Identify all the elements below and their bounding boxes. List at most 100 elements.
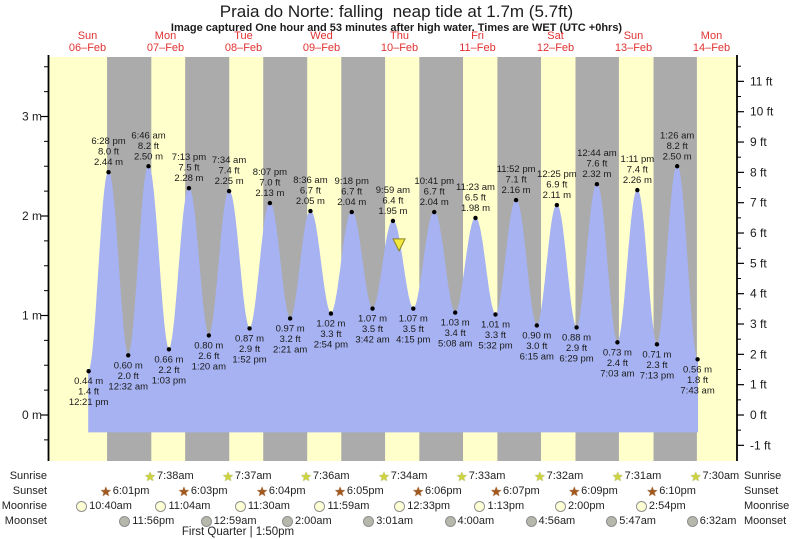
- day-name: Sun: [623, 30, 644, 42]
- tide-extreme-dot: [146, 164, 151, 169]
- moonrise-event: 11:04am: [155, 499, 210, 513]
- high-tide-label: 7.1 ft: [506, 175, 527, 186]
- moonrise-circle-icon: [155, 500, 167, 512]
- sunset-star-icon: ★: [334, 483, 346, 499]
- low-tide-label: 0.97 m: [276, 323, 305, 334]
- high-tide-label: 6:46 am: [131, 130, 165, 141]
- day-date: 06–Feb: [68, 42, 107, 54]
- high-tide-label: 2.11 m: [543, 190, 571, 201]
- day-date: 08–Feb: [224, 42, 263, 54]
- tide-extreme-dot: [473, 215, 478, 221]
- low-tide-label: 5:08 am: [438, 339, 472, 350]
- right-axis-label: 5 ft: [750, 256, 767, 270]
- moonset-event: 12:59am: [200, 514, 257, 528]
- sunset-star-icon: ★: [178, 483, 190, 499]
- low-tide-label: 2.6 ft: [198, 351, 219, 362]
- high-tide-label: 6.9 ft: [546, 180, 567, 191]
- low-tide-label: 0.56 m: [683, 364, 712, 375]
- day-name: Mon: [700, 30, 723, 42]
- high-tide-label: 9:59 am: [376, 185, 410, 196]
- sunset-time: 6:04pm: [268, 485, 306, 497]
- moonrise-event: 2:54pm: [635, 499, 686, 513]
- low-tide-label: 12:32 am: [108, 381, 148, 392]
- moonset-event: 6:32am: [686, 514, 736, 528]
- right-axis-label: 2 ft: [750, 347, 767, 361]
- low-tide-label: 3.5 ft: [403, 324, 424, 335]
- sunset-event: ★ 6:06pm: [412, 484, 461, 498]
- low-tide-label: 7:13 pm: [640, 370, 674, 381]
- sunset-star-icon: ★: [100, 483, 112, 499]
- tide-extreme-dot: [493, 312, 498, 317]
- sunset-event: ★ 6:04pm: [256, 484, 305, 498]
- moonrise-time: 2:00pm: [568, 500, 605, 512]
- left-axis-label: 0 m: [22, 408, 42, 422]
- low-tide-label: 3:42 am: [355, 335, 389, 346]
- high-tide-label: 8:36 am: [293, 175, 327, 186]
- sunset-time: 6:06pm: [424, 485, 462, 497]
- tide-extreme-dot: [390, 218, 396, 224]
- low-tide-label: 0.60 m: [114, 360, 143, 371]
- high-tide-label: 6.5 ft: [465, 192, 486, 203]
- high-tide-label: 1.98 m: [461, 203, 490, 214]
- low-tide-label: 6:15 am: [520, 351, 554, 362]
- low-tide-label: 0.66 m: [154, 354, 183, 365]
- sunset-event: ★ 6:07pm: [490, 484, 539, 498]
- high-tide-label: 7.4 ft: [627, 165, 648, 176]
- day-name: Sat: [547, 30, 564, 42]
- low-tide-label: 3.2 ft: [280, 334, 301, 345]
- high-tide-label: 2.04 m: [337, 197, 366, 208]
- day-label: Thu 10–Feb: [361, 30, 439, 54]
- tide-extreme-dot: [126, 353, 131, 358]
- day-date: 14–Feb: [692, 42, 731, 54]
- low-tide-label: 0.90 m: [522, 330, 551, 341]
- moonset-time: 4:00am: [457, 515, 495, 527]
- moonrise-event: 11:30am: [234, 499, 290, 513]
- moonrise-circle-icon: [76, 500, 88, 512]
- high-tide-label: 8.2 ft: [667, 141, 688, 152]
- right-axis-label: 7 ft: [750, 196, 767, 210]
- low-tide-label: 3.5 ft: [362, 324, 383, 335]
- moonrise-circle-icon: [394, 500, 406, 512]
- moonrise-event: 11:59am: [314, 499, 369, 513]
- moonset-time: 12:59am: [213, 515, 257, 527]
- moonset-circle-icon: [282, 515, 293, 527]
- moonrise-circle-icon: [314, 500, 326, 512]
- sunset-star-icon: ★: [646, 483, 659, 499]
- tide-extreme-dot: [554, 202, 560, 208]
- sunrise-event: ★ 7:30am: [690, 469, 739, 483]
- low-tide-label: 3.3 ft: [485, 330, 506, 341]
- sunrise-time: 7:37am: [234, 470, 272, 482]
- right-axis-label: 4 ft: [750, 287, 767, 301]
- tide-extreme-dot: [574, 325, 579, 330]
- moonset-event: 4:00am: [444, 514, 495, 528]
- low-tide-label: 1:52 pm: [232, 354, 266, 365]
- moonset-event: 3:01am: [363, 514, 413, 528]
- high-tide-label: 2.28 m: [174, 173, 203, 184]
- sunrise-star-icon: ★: [689, 468, 702, 484]
- day-date: 12–Feb: [536, 42, 575, 54]
- low-tide-label: 0.87 m: [235, 333, 264, 344]
- day-date: 11–Feb: [459, 42, 496, 54]
- day-label: Mon 14–Feb: [673, 30, 751, 54]
- day-label: Sat 12–Feb: [517, 30, 595, 54]
- low-tide-label: 1.03 m: [441, 318, 470, 329]
- moon-phase-note: First Quarter | 1:50pm: [181, 526, 295, 538]
- high-tide-label: 9:18 pm: [335, 176, 369, 187]
- tide-extreme-dot: [166, 347, 172, 352]
- high-tide-label: 6.4 ft: [382, 195, 403, 206]
- moonrise-circle-icon: [474, 500, 486, 512]
- low-tide-label: 7:43 am: [680, 385, 714, 396]
- moonset-time: 2:00am: [295, 515, 332, 527]
- sunrise-event: ★ 7:36am: [300, 469, 349, 483]
- tide-extreme-dot: [594, 181, 600, 187]
- moonrise-time: 11:30am: [247, 500, 290, 512]
- low-tide-label: 0.73 m: [603, 347, 632, 358]
- sunrise-event: ★ 7:33am: [456, 469, 505, 483]
- low-tide-label: 3.0 ft: [526, 341, 547, 352]
- tide-extreme-dot: [615, 340, 620, 345]
- high-tide-label: 2.25 m: [215, 176, 244, 187]
- chart-caption: Image captured One hour and 53 minutes a…: [170, 22, 623, 34]
- day-date: 10–Feb: [380, 42, 419, 54]
- tide-extreme-dot: [308, 208, 313, 214]
